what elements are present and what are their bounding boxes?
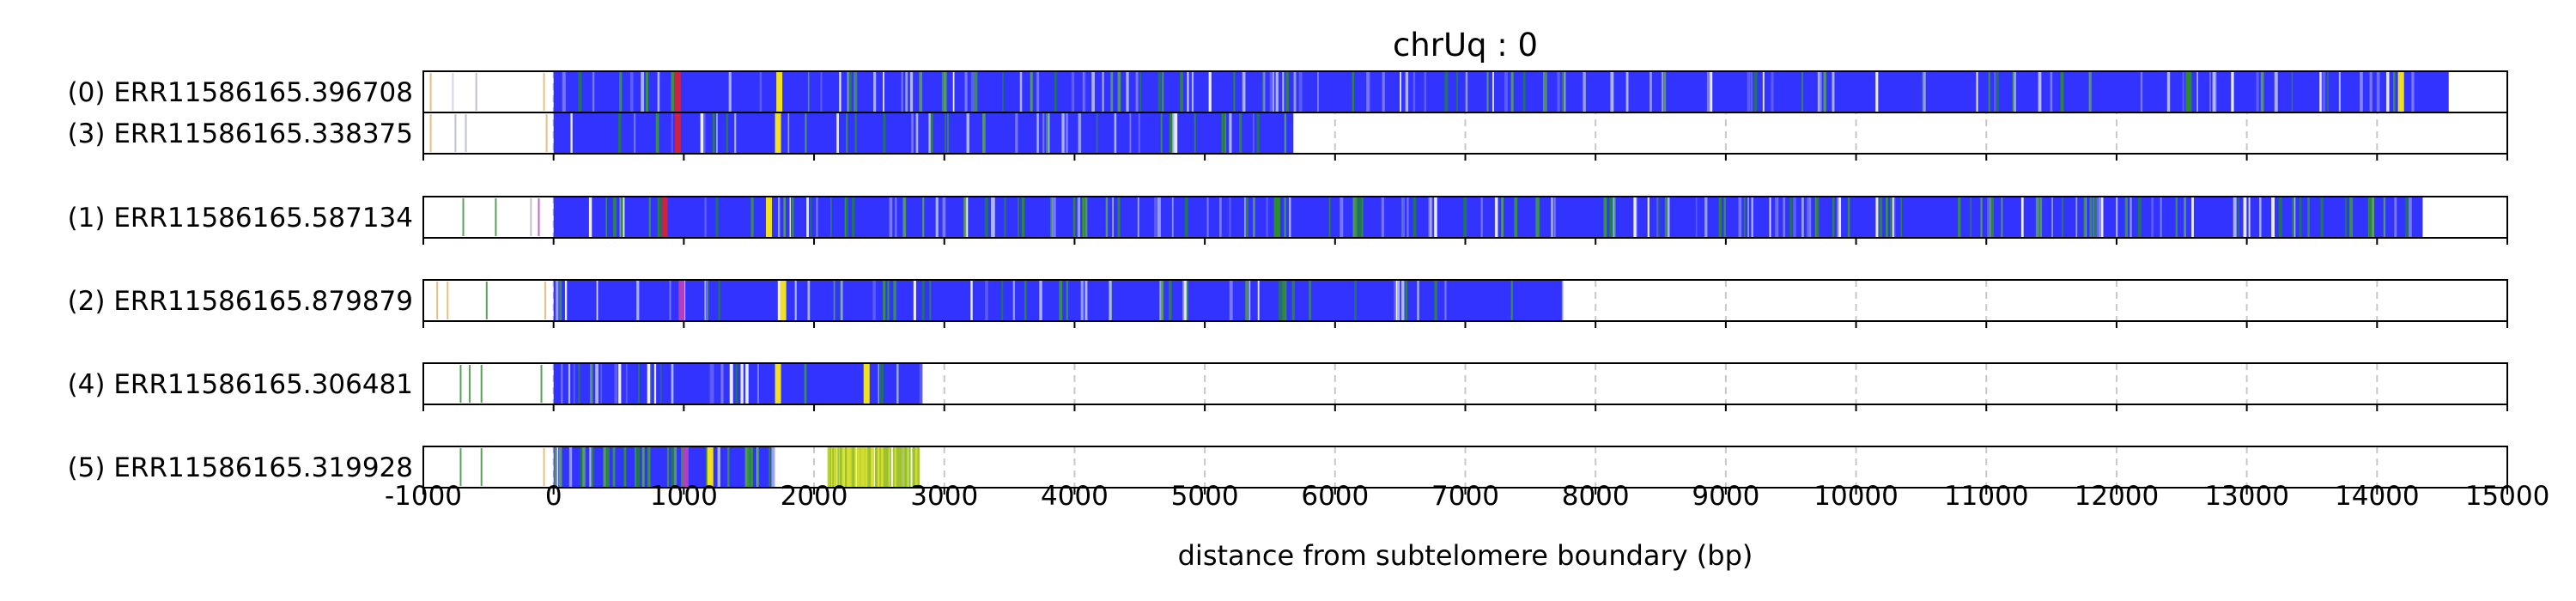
x-tick-label: 4000	[1041, 481, 1109, 512]
x-tick-label: 0	[545, 481, 562, 512]
read-texture	[588, 197, 2412, 237]
read-mark	[540, 365, 543, 403]
x-tick-label: -1000	[385, 481, 462, 512]
read-highlight	[775, 364, 781, 404]
chart-title: chrUq : 0	[1393, 27, 1538, 64]
read-texture	[556, 281, 1564, 320]
x-tick-label: 6000	[1301, 481, 1369, 512]
read-highlight	[1273, 197, 1280, 237]
read-group: (4) ERR11586165.306481	[68, 362, 2508, 411]
read-rows: (0) ERR11586165.396708 (3) ERR11586165.33…	[68, 70, 2508, 495]
read-mark	[447, 282, 449, 319]
read-highlight	[2185, 72, 2192, 112]
read-mark	[530, 198, 532, 236]
read-mark	[485, 282, 488, 319]
x-tick-label: 5000	[1171, 481, 1239, 512]
x-tick-label: 12000	[2075, 481, 2160, 512]
read-group: (2) ERR11586165.879879	[68, 279, 2508, 328]
read-highlight	[674, 72, 681, 112]
read-label: (2) ERR11586165.879879	[68, 286, 413, 317]
read-label: (4) ERR11586165.306481	[68, 369, 413, 400]
read-bar	[553, 72, 2449, 112]
read-highlight	[863, 364, 870, 404]
read-texture	[561, 364, 923, 404]
read-group: (0) ERR11586165.396708 (3) ERR11586165.33…	[68, 70, 2508, 161]
read-mark	[544, 282, 547, 319]
read-mark	[436, 282, 439, 319]
x-axis: -1000 0 1000 2000 3000 4000 5000 6000 7000 8000 90…	[385, 481, 2549, 512]
read-mark	[462, 198, 465, 236]
read-highlight	[775, 113, 781, 153]
read-texture	[570, 113, 1287, 153]
read-bar	[553, 113, 1294, 153]
read-mark	[538, 198, 540, 236]
read-texture	[562, 72, 2415, 112]
read-mark	[480, 365, 483, 403]
x-tick-label: 13000	[2204, 481, 2289, 512]
read-highlight	[765, 197, 772, 237]
read-mark	[469, 365, 471, 403]
read-highlight	[674, 113, 681, 153]
read-label: (0) ERR11586165.396708	[68, 77, 413, 108]
read-label: (5) ERR11586165.319928	[68, 452, 413, 483]
read-highlight	[678, 281, 685, 320]
read-mark	[475, 73, 477, 111]
x-tick-label: 1000	[650, 481, 718, 512]
read-mark	[452, 73, 454, 111]
x-tick-label: 15000	[2465, 481, 2550, 512]
x-tick-label: 10000	[1814, 481, 1899, 512]
read-mark	[480, 448, 483, 486]
read-mark	[543, 448, 545, 486]
read-highlight	[776, 72, 783, 112]
read-highlight	[682, 447, 689, 487]
read-group: (1) ERR11586165.587134	[68, 196, 2508, 245]
read-mark	[495, 198, 497, 236]
x-tick-label: 9000	[1692, 481, 1759, 512]
read-highlight	[2397, 72, 2404, 112]
x-tick-label: 14000	[2335, 481, 2420, 512]
read-mark	[459, 448, 462, 486]
read-mark	[429, 73, 432, 111]
read-bar	[553, 197, 2423, 237]
x-axis-label: distance from subtelomere boundary (bp)	[1178, 539, 1753, 572]
read-texture	[554, 447, 920, 487]
x-tick-label: 8000	[1562, 481, 1630, 512]
read-label: (1) ERR11586165.587134	[68, 203, 413, 234]
read-mark	[429, 114, 432, 152]
read-label: (3) ERR11586165.338375	[68, 118, 413, 149]
read-mark	[543, 73, 545, 111]
x-tick-label: 7000	[1431, 481, 1499, 512]
read-highlight	[780, 281, 787, 320]
x-tick-label: 2000	[781, 481, 848, 512]
read-group: (5) ERR11586165.319928	[68, 446, 2508, 495]
read-highlight	[707, 447, 714, 487]
x-tick-label: 3000	[910, 481, 978, 512]
read-mark	[454, 114, 457, 152]
x-tick-label: 11000	[1944, 481, 2029, 512]
read-mark	[545, 114, 548, 152]
read-highlight	[661, 197, 668, 237]
read-mark	[465, 114, 467, 152]
read-mark	[459, 365, 462, 403]
